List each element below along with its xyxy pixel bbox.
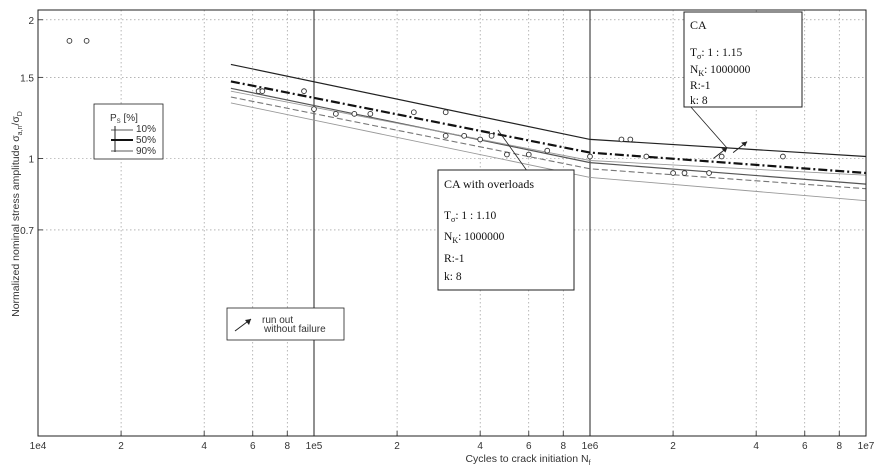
legend-entry-50: 50%: [136, 135, 156, 146]
data-point: [627, 136, 634, 143]
scatter-group: [66, 38, 786, 176]
probability-legend: PS [%] 10% 50% 90%: [93, 103, 164, 160]
runout-label: run out: [262, 315, 293, 326]
x-tick-label: 1e7: [858, 441, 875, 452]
data-point: [301, 88, 307, 95]
reference-lines: [313, 10, 591, 436]
data-point: [351, 110, 358, 117]
data-point: [442, 132, 449, 139]
y-axis-label: Normalized nominal stress amplitude σa,n…: [10, 111, 24, 317]
x-tick-label: 2: [394, 441, 400, 452]
x-tick-label: 4: [477, 441, 483, 452]
y-tick-label: 0.7: [20, 226, 34, 237]
series-line-ol50: [230, 96, 867, 190]
runout-arrowhead: [721, 147, 728, 153]
data-point: [311, 106, 317, 112]
y-tick-label: 1.5: [20, 73, 34, 84]
data-point: [442, 109, 449, 116]
overloads-title: CA with overloads: [444, 177, 534, 191]
x-tick-label: 6: [250, 441, 256, 452]
data-point: [670, 170, 676, 176]
x-tick-label: 1e4: [30, 441, 47, 452]
ca-k-line: k: 8: [690, 95, 708, 107]
ca-r-line: R:-1: [690, 80, 711, 92]
data-point: [461, 132, 468, 139]
data-point: [477, 136, 484, 143]
data-point: [681, 170, 688, 176]
y-tick-label: 2: [28, 16, 34, 27]
data-point: [504, 151, 510, 158]
data-point: [718, 153, 725, 160]
overloads-r-line: R:-1: [444, 253, 465, 265]
x-tick-label: 4: [201, 441, 207, 452]
data-point: [618, 136, 625, 143]
x-tick-label: 8: [836, 441, 842, 452]
legend-entry-90: 90%: [136, 146, 156, 157]
series-line-ca50: [230, 80, 867, 175]
x-tick-label: 4: [753, 441, 759, 452]
y-tick-labels: 2 1.5 1 0.7: [20, 16, 43, 237]
x-tick-label: 1e5: [306, 441, 323, 452]
data-point: [544, 147, 551, 154]
data-point: [706, 170, 712, 176]
data-point: [66, 38, 73, 44]
data-point: [587, 153, 593, 160]
overloads-n-line: NK: 1000000: [444, 231, 505, 245]
runout-legend: run out without failure: [226, 307, 345, 341]
x-tick-label: 6: [526, 441, 532, 452]
x-tick-label: 8: [284, 441, 290, 452]
series-line-ol90: [230, 102, 867, 202]
ca-annotation: CA Tσ: 1 : 1.15 NK: 1000000 R:-1 k: 8: [683, 11, 803, 149]
x-axis-label: Cycles to crack initiation Nf: [465, 453, 590, 467]
data-point: [367, 110, 374, 117]
ca-t-line: Tσ: 1 : 1.15: [690, 47, 742, 61]
svg-text:PS [%]: PS [%]: [110, 113, 138, 125]
data-point: [780, 153, 786, 160]
x-tick-label: 8: [560, 441, 566, 452]
x-tick-label: 1e6: [582, 441, 599, 452]
y-tick-label: 1: [28, 155, 34, 166]
runout-sublabel: without failure: [263, 324, 326, 335]
x-tick-label: 2: [670, 441, 676, 452]
data-point: [525, 151, 532, 158]
x-tick-label: 6: [802, 441, 808, 452]
series-line-ca10: [230, 63, 867, 158]
ca-n-line: NK: 1000000: [690, 64, 751, 78]
overloads-k-line: k: 8: [444, 271, 462, 283]
data-point: [410, 109, 417, 116]
overloads-t-line: Tσ: 1 : 1.10: [444, 210, 496, 224]
series-line-ca90: [230, 87, 867, 185]
series-group: [230, 63, 867, 202]
x-tick-labels: 1e4 2 4 6 8 1e5 2 4 6 8 1e6 2 4 6 8 1e7: [30, 431, 875, 452]
data-point: [333, 110, 339, 117]
data-point: [259, 88, 266, 95]
data-point: [83, 38, 90, 44]
runout-arrowhead: [741, 141, 748, 147]
ca-title: CA: [690, 18, 707, 32]
legend-entry-10: 10%: [136, 124, 156, 135]
series-line-ol10: [230, 90, 867, 176]
data-point: [488, 132, 495, 139]
overloads-annotation: CA with overloads Tσ: 1 : 1.10 NK: 10000…: [437, 129, 575, 291]
plot-frame: [37, 9, 867, 437]
data-point: [643, 153, 650, 160]
x-tick-label: 2: [118, 441, 124, 452]
